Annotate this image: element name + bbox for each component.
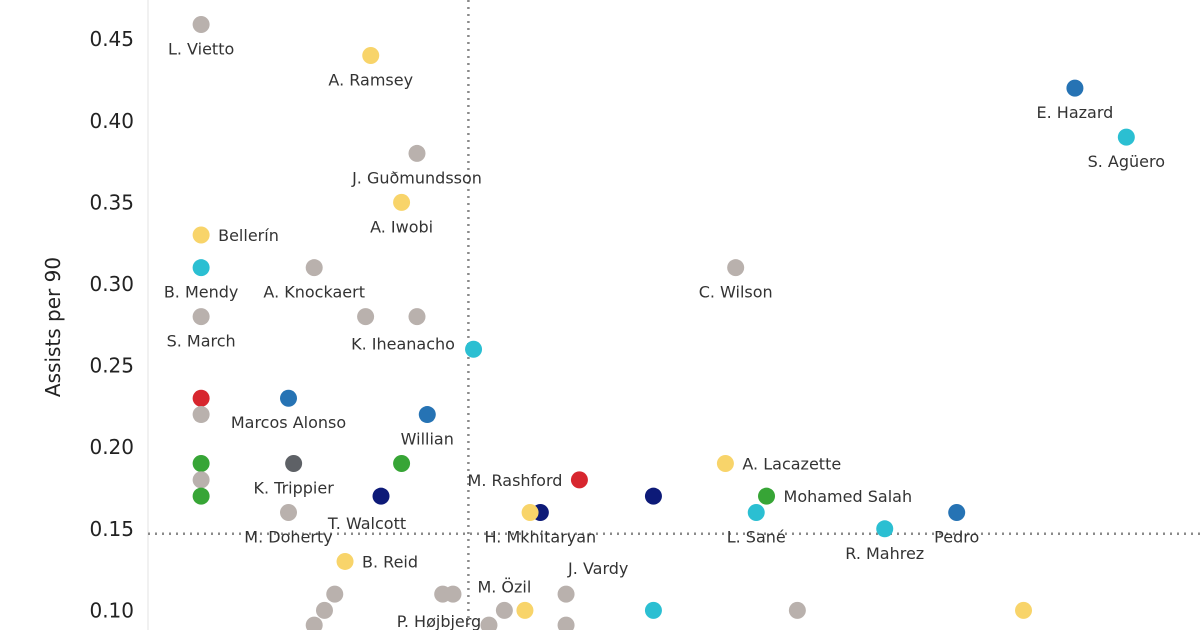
- data-point: [644, 487, 662, 505]
- data-point: [747, 503, 765, 521]
- data-point: [788, 601, 806, 619]
- data-point-label: A. Ramsey: [328, 70, 413, 89]
- data-point: [357, 308, 375, 326]
- data-point-label: S. March: [167, 332, 236, 351]
- data-point: [305, 259, 323, 277]
- data-point: [444, 585, 462, 603]
- data-point: [948, 503, 966, 521]
- data-point: [192, 15, 210, 33]
- data-point: [557, 585, 575, 603]
- data-point: [192, 455, 210, 473]
- data-point: [727, 259, 745, 277]
- data-point-label: Willian: [401, 430, 454, 449]
- data-point: [393, 455, 411, 473]
- data-point: [716, 455, 734, 473]
- data-point: [315, 601, 333, 619]
- data-point: [408, 308, 426, 326]
- data-point: [280, 389, 297, 407]
- y-tick-label: 0.20: [89, 435, 134, 459]
- data-point: [393, 193, 411, 211]
- scatter-points: [192, 15, 1135, 630]
- data-point: [372, 487, 390, 505]
- data-point: [758, 487, 776, 505]
- data-point: [192, 308, 210, 326]
- data-point: [408, 144, 426, 162]
- data-point-label: M. Doherty: [244, 527, 332, 546]
- data-point-label: M. Rashford: [468, 471, 563, 490]
- data-point: [418, 406, 436, 424]
- y-tick-label: 0.30: [89, 272, 134, 296]
- data-point-label: L. Sané: [727, 527, 786, 546]
- data-point-label: K. Trippier: [253, 479, 334, 498]
- data-point-label: A. Lacazette: [742, 455, 841, 474]
- data-point-label: Bellerín: [218, 226, 279, 245]
- y-tick-label: 0.35: [89, 190, 134, 214]
- data-point-label: T. Walcott: [327, 514, 406, 533]
- data-point-label: Pedro: [934, 527, 979, 546]
- data-point: [1015, 601, 1033, 619]
- y-axis-title: Assists per 90: [41, 257, 65, 397]
- data-point: [192, 471, 210, 489]
- data-point-label: S. Agüero: [1088, 152, 1165, 171]
- data-point: [570, 471, 588, 489]
- data-point: [495, 601, 513, 619]
- data-point-label: A. Iwobi: [370, 217, 433, 236]
- data-point-label: H. Mkhitaryan: [485, 527, 597, 546]
- data-point: [192, 406, 210, 424]
- data-point: [336, 552, 354, 570]
- data-point-label: E. Hazard: [1037, 103, 1114, 122]
- data-point: [876, 520, 894, 538]
- data-point-label: R. Mahrez: [845, 544, 924, 563]
- data-point: [285, 455, 303, 473]
- y-tick-label: 0.45: [89, 27, 134, 51]
- data-point: [192, 389, 210, 407]
- data-point: [362, 46, 380, 64]
- data-point: [192, 487, 210, 505]
- y-tick-label: 0.25: [89, 354, 134, 378]
- data-point: [521, 503, 539, 521]
- data-point: [465, 340, 483, 358]
- data-point-label: B. Reid: [362, 552, 418, 571]
- y-tick-label: 0.15: [89, 517, 134, 541]
- data-point: [192, 226, 210, 244]
- data-point: [192, 259, 210, 277]
- data-point-label: P. Højbjerg: [397, 612, 482, 630]
- data-point-label: K. Iheanacho: [351, 335, 455, 354]
- data-point: [280, 503, 297, 521]
- data-point-label: B. Mendy: [164, 283, 239, 302]
- point-labels: L. Vietto A. Ramsey E. Hazard S. Agüero J. G…: [164, 39, 1165, 630]
- data-point: [1117, 128, 1135, 146]
- data-point: [1066, 79, 1084, 97]
- data-point: [305, 616, 323, 630]
- data-point: [557, 616, 575, 630]
- data-point: [480, 616, 498, 630]
- y-tick-label: 0.40: [89, 109, 134, 133]
- data-point-label: L. Vietto: [168, 39, 234, 58]
- data-point: [516, 601, 534, 619]
- y-axis-ticks: 0.10 0.15 0.20 0.25 0.30 0.35 0.40 0.45: [89, 27, 134, 622]
- data-point-label: Marcos Alonso: [231, 413, 346, 432]
- data-point-label: C. Wilson: [699, 283, 773, 302]
- data-point-label: J. Guðmundsson: [351, 168, 482, 187]
- data-point-label: M. Özil: [477, 577, 531, 596]
- data-point-label: Mohamed Salah: [784, 487, 913, 506]
- reference-lines: [148, 0, 1200, 630]
- data-point: [326, 585, 344, 603]
- y-tick-label: 0.10: [89, 598, 134, 622]
- data-point-label: A. Knockaert: [263, 283, 365, 302]
- data-point-label: J. Vardy: [567, 559, 628, 578]
- data-point: [644, 601, 662, 619]
